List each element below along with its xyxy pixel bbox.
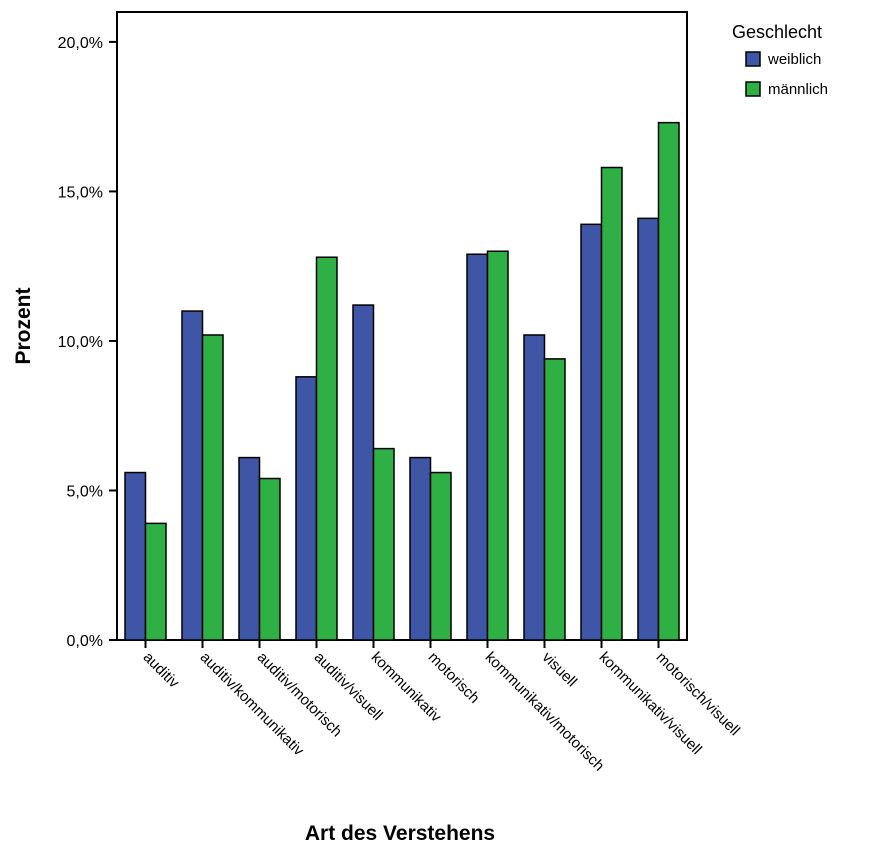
plot-frame xyxy=(116,11,688,641)
bar-maennlich xyxy=(372,447,395,641)
x-tick-label: kommunikativ/visuell xyxy=(596,649,705,758)
legend-swatch-maennlich xyxy=(745,81,761,97)
x-tick-label: visuell xyxy=(539,649,580,690)
y-tick-label: 10,0% xyxy=(58,334,103,351)
bar-maennlich xyxy=(486,250,509,641)
legend-title: Geschlecht xyxy=(732,22,822,42)
x-tick-label: motorisch xyxy=(425,649,483,707)
legend: Geschlecht weiblich männlich xyxy=(732,22,828,98)
x-tick-label: auditiv/kommunikativ xyxy=(197,649,308,760)
bar-maennlich xyxy=(600,166,623,641)
bar-maennlich xyxy=(543,358,566,641)
x-axis-label: Art des Verstehens xyxy=(305,822,495,845)
legend-swatch-weiblich xyxy=(745,51,761,67)
bar-weiblich xyxy=(637,217,660,641)
bar-weiblich xyxy=(124,471,147,641)
bar-weiblich xyxy=(466,253,489,641)
bar-weiblich xyxy=(352,304,375,641)
y-axis: 0,0% 5,0% 10,0% 15,0% 20,0% xyxy=(58,35,117,650)
bar-maennlich xyxy=(201,334,224,641)
y-tick-label: 0,0% xyxy=(67,633,103,650)
y-tick-label: 5,0% xyxy=(67,483,103,500)
bars-group xyxy=(124,121,680,641)
bar-weiblich xyxy=(580,223,603,641)
legend-label-maennlich: männlich xyxy=(768,81,828,98)
bar-weiblich xyxy=(238,456,261,641)
y-tick-label: 15,0% xyxy=(58,184,103,201)
x-axis: auditiv auditiv/kommunikativauditiv/motor… xyxy=(140,640,743,775)
bar-weiblich xyxy=(181,310,204,641)
legend-label-weiblich: weiblich xyxy=(767,51,821,68)
bar-maennlich xyxy=(657,121,680,641)
bar-maennlich xyxy=(315,256,338,641)
x-tick-label: kommunikativ/motorisch xyxy=(482,649,608,775)
y-tick-label: 20,0% xyxy=(58,35,103,52)
y-axis-label: Prozent xyxy=(12,287,35,364)
bar-weiblich xyxy=(295,376,318,641)
bar-maennlich xyxy=(258,477,281,641)
bar-weiblich xyxy=(523,334,546,641)
x-tick-label: auditiv xyxy=(140,649,183,692)
bar-weiblich xyxy=(409,456,432,641)
bar-maennlich xyxy=(144,522,167,641)
bar-maennlich xyxy=(429,471,452,641)
